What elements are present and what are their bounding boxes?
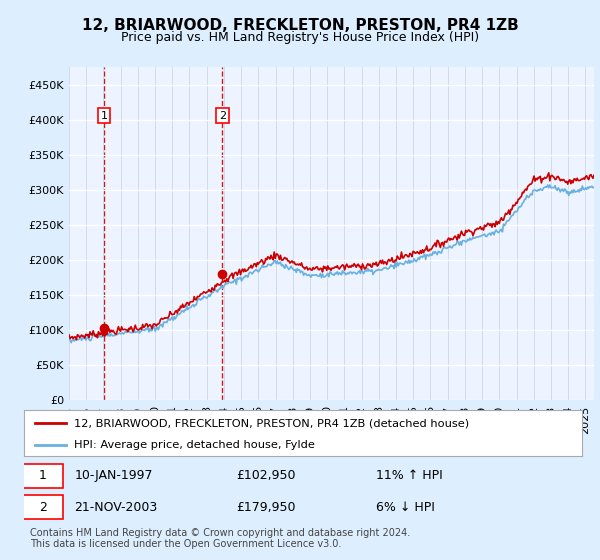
FancyBboxPatch shape xyxy=(23,464,63,488)
Text: 1: 1 xyxy=(39,469,47,482)
Text: 2: 2 xyxy=(39,501,47,514)
FancyBboxPatch shape xyxy=(23,495,63,519)
Text: 10-JAN-1997: 10-JAN-1997 xyxy=(74,469,153,482)
Text: £179,950: £179,950 xyxy=(236,501,296,514)
Text: 2: 2 xyxy=(218,110,226,120)
Text: 21-NOV-2003: 21-NOV-2003 xyxy=(74,501,157,514)
Text: 12, BRIARWOOD, FRECKLETON, PRESTON, PR4 1ZB (detached house): 12, BRIARWOOD, FRECKLETON, PRESTON, PR4 … xyxy=(74,418,469,428)
Text: HPI: Average price, detached house, Fylde: HPI: Average price, detached house, Fyld… xyxy=(74,440,315,450)
Text: 1: 1 xyxy=(101,110,107,120)
Text: 11% ↑ HPI: 11% ↑ HPI xyxy=(376,469,442,482)
Text: £102,950: £102,950 xyxy=(236,469,296,482)
Text: Contains HM Land Registry data © Crown copyright and database right 2024.
This d: Contains HM Land Registry data © Crown c… xyxy=(30,528,410,549)
Text: 6% ↓ HPI: 6% ↓ HPI xyxy=(376,501,434,514)
Text: 12, BRIARWOOD, FRECKLETON, PRESTON, PR4 1ZB: 12, BRIARWOOD, FRECKLETON, PRESTON, PR4 … xyxy=(82,18,518,33)
Text: Price paid vs. HM Land Registry's House Price Index (HPI): Price paid vs. HM Land Registry's House … xyxy=(121,31,479,44)
